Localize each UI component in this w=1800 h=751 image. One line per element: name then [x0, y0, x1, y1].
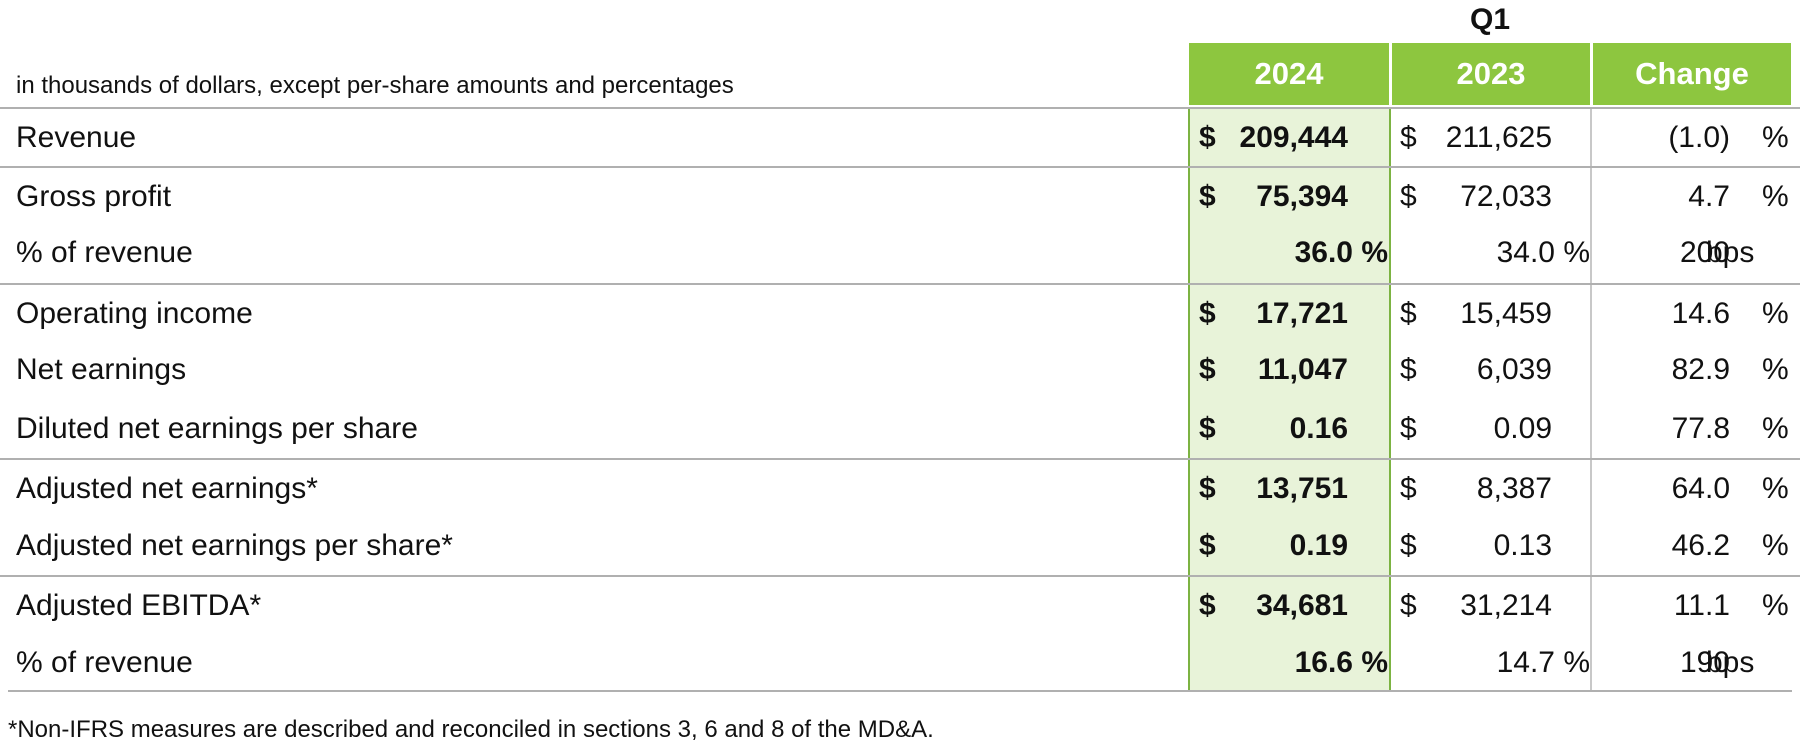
change-value: (1.0) — [1668, 121, 1730, 154]
change-unit: % — [1762, 353, 1789, 386]
row-label: Diluted net earnings per share — [16, 411, 418, 445]
currency-2024: $ — [1199, 589, 1216, 622]
value-2024: 17,721 — [1256, 296, 1348, 330]
currency-2023: $ — [1400, 179, 1417, 213]
table-row: Operating income $17,721 $15,459 14.6% — [0, 282, 1800, 342]
change-unit: % — [1762, 179, 1789, 213]
currency-2023: $ — [1400, 528, 1417, 562]
currency-2023: $ — [1400, 296, 1417, 330]
value-2023: 14.7 % — [1496, 645, 1590, 679]
column-divider — [1389, 107, 1391, 692]
row-label: Adjusted EBITDA* — [16, 589, 262, 622]
value-2023: 31,214 — [1460, 589, 1552, 622]
change-value: 82.9 — [1671, 353, 1730, 386]
value-2023: 8,387 — [1476, 472, 1552, 505]
change-unit: % — [1762, 121, 1789, 154]
column-divider — [1590, 107, 1592, 692]
change-value: 4.7 — [1688, 179, 1730, 213]
value-2024: 13,751 — [1256, 472, 1348, 505]
table-row: % of revenue 36.0 % 34.0 % 200 bps — [0, 224, 1800, 283]
table-row: Gross profit $75,394 $72,033 4.7% — [0, 165, 1800, 225]
value-2024: 16.6 % — [1294, 645, 1388, 679]
period-heading: Q1 — [1469, 3, 1511, 36]
highlight-column-2024 — [1189, 107, 1389, 692]
table-row: Adjusted net earnings* $13,751 $8,387 64.0% — [0, 458, 1800, 517]
change-unit: bps — [1706, 236, 1755, 269]
change-unit: % — [1762, 472, 1789, 505]
row-label: Adjusted net earnings per share* — [16, 528, 453, 562]
change-unit: % — [1762, 296, 1789, 330]
change-value: 14.6 — [1671, 296, 1730, 330]
value-2024: 209,444 — [1239, 121, 1348, 154]
table-row: % of revenue 16.6 % 14.7 % 190 bps — [0, 634, 1800, 693]
currency-2024: $ — [1199, 472, 1216, 505]
column-header-2024: 2024 — [1189, 43, 1389, 105]
value-2023: 0.13 — [1493, 528, 1552, 562]
value-2023: 211,625 — [1445, 121, 1552, 154]
row-label: Operating income — [16, 296, 253, 330]
row-label: Gross profit — [16, 179, 172, 213]
value-2023: 6,039 — [1476, 353, 1552, 386]
table-row: Revenue $209,444 $211,625 (1.0)% — [0, 107, 1800, 166]
financial-summary-table: Q1 in thousands of dollars, except per-s… — [0, 3, 1800, 693]
value-2023: 0.09 — [1493, 411, 1552, 445]
currency-2024: $ — [1199, 528, 1216, 562]
currency-2023: $ — [1400, 472, 1417, 505]
value-2024: 75,394 — [1256, 179, 1348, 213]
row-label: % of revenue — [16, 236, 193, 269]
row-label: Net earnings — [16, 353, 187, 386]
value-2023: 15,459 — [1460, 296, 1552, 330]
currency-2024: $ — [1199, 296, 1216, 330]
change-unit: bps — [1706, 645, 1755, 679]
currency-2024: $ — [1199, 179, 1216, 213]
currency-2023: $ — [1400, 121, 1417, 154]
currency-2023: $ — [1400, 353, 1417, 386]
column-divider — [1188, 107, 1190, 692]
currency-2024: $ — [1199, 121, 1216, 154]
currency-2024: $ — [1199, 353, 1216, 386]
value-2024: 0.19 — [1289, 528, 1348, 562]
value-2024: 34,681 — [1256, 589, 1348, 622]
row-label: % of revenue — [16, 645, 193, 679]
bottom-rule — [8, 690, 1792, 692]
change-unit: % — [1762, 589, 1789, 622]
table-row: Net earnings $11,047 $6,039 82.9% — [0, 341, 1800, 400]
change-value: 64.0 — [1671, 472, 1730, 505]
unit-note: in thousands of dollars, except per-shar… — [16, 72, 734, 99]
change-value: 200 — [1679, 236, 1730, 269]
table-row: Adjusted net earnings per share* $0.19 $0.… — [0, 517, 1800, 576]
value-2024: 11,047 — [1257, 353, 1348, 386]
table-row: Diluted net earnings per share $0.16 $0.09… — [0, 400, 1800, 459]
row-label: Revenue — [16, 121, 137, 154]
table-row: Adjusted EBITDA* $34,681 $31,214 11.1% — [0, 575, 1800, 634]
currency-2024: $ — [1199, 411, 1216, 445]
currency-2023: $ — [1400, 589, 1417, 622]
currency-2023: $ — [1400, 411, 1417, 445]
value-2024: 36.0 % — [1294, 236, 1388, 269]
value-2023: 72,033 — [1460, 179, 1552, 213]
change-value: 77.8 — [1671, 411, 1730, 445]
change-unit: % — [1762, 411, 1789, 445]
row-label: Adjusted net earnings* — [16, 472, 318, 505]
change-value: 46.2 — [1671, 528, 1730, 562]
change-unit: % — [1762, 528, 1789, 562]
change-value: 11.1 — [1673, 589, 1730, 622]
value-2024: 0.16 — [1289, 411, 1348, 445]
change-value: 190 — [1679, 645, 1730, 679]
column-header-change: Change — [1593, 43, 1791, 105]
footnote: *Non-IFRS measures are described and rec… — [8, 716, 934, 743]
value-2023: 34.0 % — [1496, 236, 1590, 269]
column-header-2023: 2023 — [1392, 43, 1590, 105]
